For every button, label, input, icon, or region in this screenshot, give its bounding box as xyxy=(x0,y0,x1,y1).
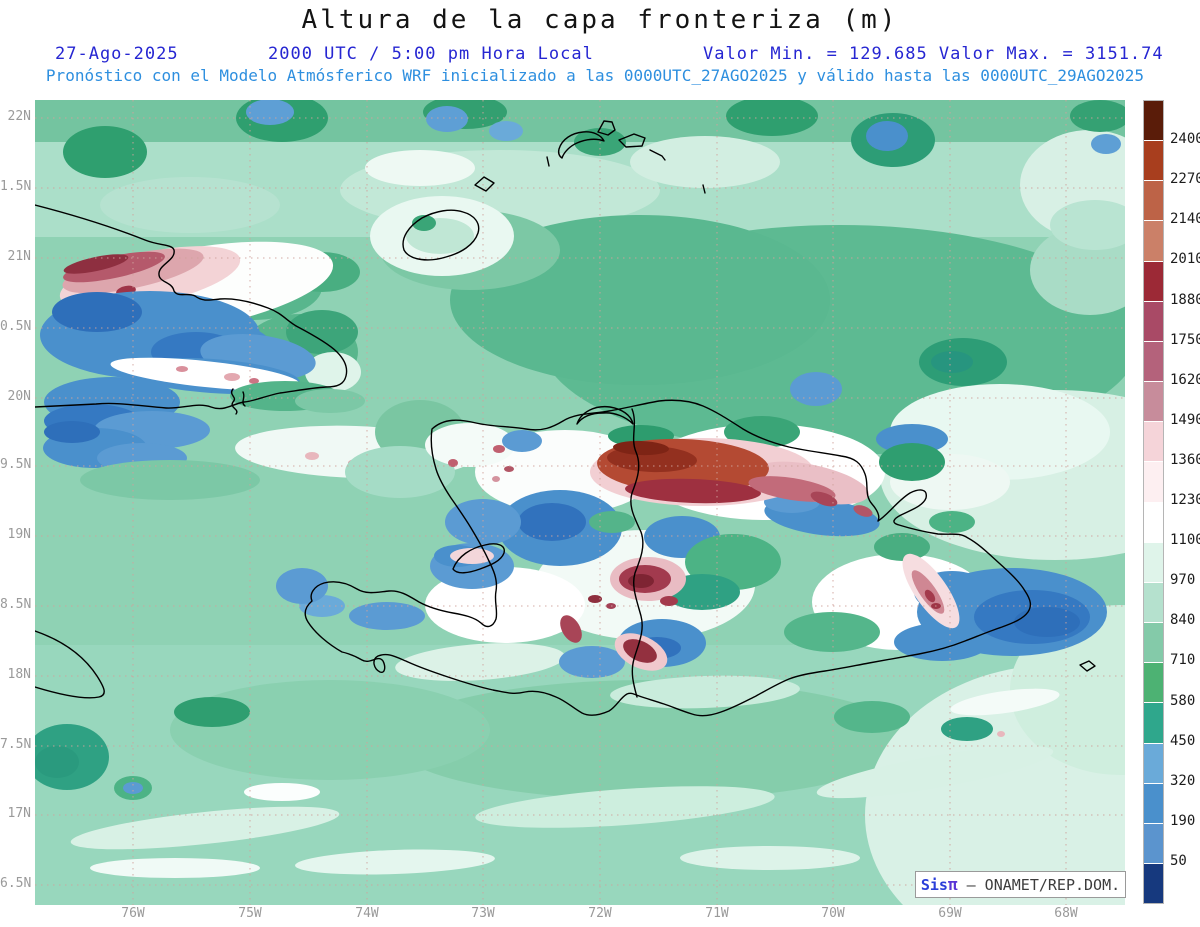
color-scale-segment xyxy=(1144,462,1163,503)
color-scale-label-1880: 1880 xyxy=(1170,291,1200,308)
coastline-mona xyxy=(1079,660,1096,672)
lon-label-75W: 75W xyxy=(238,906,262,921)
lat-label-22N: 22N xyxy=(7,109,31,124)
color-scale-label-450: 450 xyxy=(1170,732,1196,749)
color-scale-label-1620: 1620 xyxy=(1170,371,1200,388)
color-scale-segment xyxy=(1144,823,1163,864)
color-scale-bar xyxy=(1143,100,1164,904)
lat-label-7.5N: 7.5N xyxy=(0,737,32,752)
grid xyxy=(35,100,1125,905)
color-scale-segment xyxy=(1144,663,1163,704)
color-scale-segment xyxy=(1144,301,1163,342)
lat-label-20N: 20N xyxy=(7,389,31,404)
coastline-turks-caicos-1 xyxy=(557,131,605,159)
color-scale-label-2270: 2270 xyxy=(1170,171,1200,188)
coastline-guantanamo-bay xyxy=(230,388,246,415)
lon-label-74W: 74W xyxy=(355,906,379,921)
lat-label-21N: 21N xyxy=(7,249,31,264)
color-scale-label-190: 190 xyxy=(1170,812,1196,829)
lon-label-76W: 76W xyxy=(121,906,145,921)
coastline-jamaica xyxy=(35,630,105,699)
coastline-north-islet xyxy=(576,405,634,425)
color-scale-segment xyxy=(1144,181,1163,222)
color-scale-segment xyxy=(1144,422,1163,463)
color-scale-label-840: 840 xyxy=(1170,612,1196,629)
lat-label-8.5N: 8.5N xyxy=(0,597,32,612)
color-scale-segment xyxy=(1144,542,1163,583)
lon-label-70W: 70W xyxy=(821,906,845,921)
border-haiti-dr xyxy=(630,408,644,698)
color-scale-label-580: 580 xyxy=(1170,692,1196,709)
color-scale-label-2140: 2140 xyxy=(1170,211,1200,228)
forecast-description: Pronóstico con el Modelo Atmósferico WRF… xyxy=(45,66,1145,85)
color-scale-label-1490: 1490 xyxy=(1170,411,1200,428)
lon-label-68W: 68W xyxy=(1054,906,1078,921)
color-scale-segment xyxy=(1144,623,1163,664)
color-scale-segment xyxy=(1144,341,1163,383)
color-scale-segment xyxy=(1144,582,1163,624)
islet-mark-2 xyxy=(702,184,706,194)
coastlines xyxy=(35,120,1096,717)
color-scale-label-1100: 1100 xyxy=(1170,532,1200,549)
page-title: Altura de la capa fronteriza (m) xyxy=(301,5,899,35)
lat-label-19N: 19N xyxy=(7,527,31,542)
coastline-hispaniola xyxy=(304,399,1032,717)
lat-label-17N: 17N xyxy=(7,806,31,821)
coastline-mayaguana xyxy=(474,176,495,192)
lon-label-73W: 73W xyxy=(471,906,495,921)
coastline-gonave xyxy=(452,543,505,574)
color-scale-segment xyxy=(1144,783,1163,824)
color-scale-segment xyxy=(1144,261,1163,302)
color-scale-segment xyxy=(1144,863,1163,904)
coastline-cuba xyxy=(35,204,348,410)
coastline-turks-caicos-3 xyxy=(618,133,646,148)
color-scale-segment xyxy=(1144,502,1163,543)
map-canvas xyxy=(35,100,1125,905)
lat-label-6.5N: 6.5N xyxy=(0,876,32,891)
color-scale-label-710: 710 xyxy=(1170,652,1196,669)
color-scale-segment xyxy=(1144,221,1163,262)
min-max-values: Valor Min. = 129.685 Valor Max. = 3151.7… xyxy=(703,44,1164,64)
lat-label-0.5N: 0.5N xyxy=(0,319,32,334)
color-scale-label-970: 970 xyxy=(1170,572,1196,589)
coastline-great-inagua xyxy=(402,209,480,261)
valid-date: 27-Ago-2025 xyxy=(55,44,179,64)
lat-label-9.5N: 9.5N xyxy=(0,457,32,472)
attribution-system: Sis xyxy=(920,875,948,894)
color-scale-segment xyxy=(1144,743,1163,784)
color-scale-segment xyxy=(1144,703,1163,744)
pi-icon: π xyxy=(947,875,958,894)
attribution-box: Sis π – ONAMET/REP.DOM. xyxy=(915,871,1126,898)
color-scale-label-2010: 2010 xyxy=(1170,251,1200,268)
color-scale-label-50: 50 xyxy=(1170,852,1187,869)
coastline-turks-caicos-4 xyxy=(649,149,666,161)
lat-label-1.5N: 1.5N xyxy=(0,179,32,194)
color-scale-label-1230: 1230 xyxy=(1170,492,1200,508)
lat-label-18N: 18N xyxy=(7,667,31,682)
islet-mark-1 xyxy=(546,156,550,167)
color-scale-label-320: 320 xyxy=(1170,772,1196,789)
color-scale-segment xyxy=(1144,141,1163,182)
color-scale-segment xyxy=(1144,101,1163,142)
lon-label-71W: 71W xyxy=(705,906,729,921)
color-scale-label-1750: 1750 xyxy=(1170,331,1200,348)
attribution-org: – ONAMET/REP.DOM. xyxy=(957,875,1121,894)
lon-label-72W: 72W xyxy=(588,906,612,921)
lon-label-69W: 69W xyxy=(938,906,962,921)
color-scale-label-1360: 1360 xyxy=(1170,451,1200,468)
valid-time: 2000 UTC / 5:00 pm Hora Local xyxy=(268,44,594,64)
color-scale-segment xyxy=(1144,382,1163,423)
color-scale-label-2400: 2400 xyxy=(1170,131,1200,148)
coastline-turks-caicos-2 xyxy=(597,120,616,136)
